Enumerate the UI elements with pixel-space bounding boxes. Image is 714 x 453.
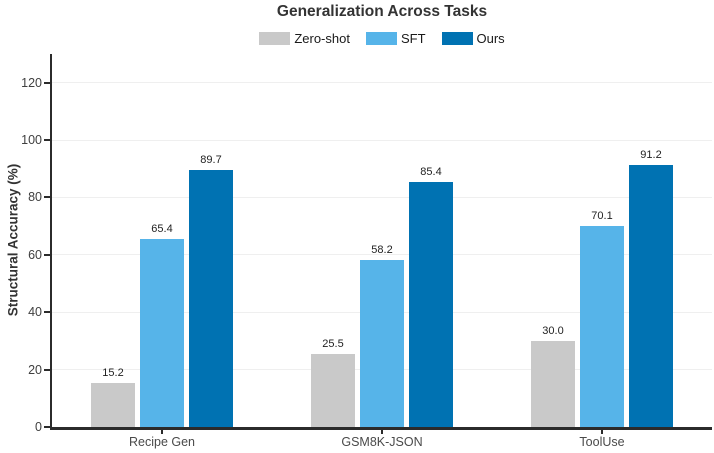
legend-item-ours: Ours — [441, 31, 505, 46]
x-tick-mark-2 — [601, 429, 603, 434]
x-tick-label-0: Recipe Gen — [128, 435, 196, 449]
bar-value-label: 15.2 — [102, 367, 124, 380]
legend-swatch-sft — [365, 32, 397, 45]
chart-title: Generalization Across Tasks — [276, 3, 488, 20]
y-tick-label-120: 120 — [21, 75, 42, 90]
bar-sft-0 — [140, 239, 184, 427]
legend-label-sft: SFT — [400, 31, 426, 46]
bar-value-label: 65.4 — [151, 223, 173, 236]
bar-ours-1 — [409, 181, 453, 427]
plot-area: 15.2 65.4 89.7 25.5 58.2 85.4 30.0 70.1 91.2 0 20… — [21, 54, 712, 449]
legend-label-ours: Ours — [476, 31, 505, 46]
x-tick-mark-1 — [381, 429, 383, 434]
y-axis-title: Structural Accuracy (%) — [5, 163, 21, 317]
y-tick-label-80: 80 — [28, 190, 42, 205]
bar-value-label: 91.2 — [640, 149, 662, 162]
y-tick-label-100: 100 — [21, 133, 42, 148]
bar-ours-2 — [629, 165, 673, 427]
chart-legend: Zero-shot SFT Ours — [52, 31, 712, 46]
bar-value-label: 70.1 — [591, 209, 613, 222]
y-tick-mark-60 — [44, 253, 50, 256]
y-tick-mark-120 — [44, 81, 50, 84]
x-tick-mark-0 — [161, 429, 163, 434]
y-tick-mark-100 — [44, 139, 50, 142]
x-tick-label-2: ToolUse — [579, 435, 625, 449]
y-tick-mark-80 — [44, 196, 50, 199]
y-tick-mark-20 — [44, 368, 50, 371]
y-tick-mark-0 — [44, 426, 50, 428]
y-tick-label-40: 40 — [28, 305, 42, 320]
y-tick-label-60: 60 — [28, 247, 42, 262]
gridline-y-60 — [52, 254, 712, 256]
bar-sft-1 — [360, 260, 404, 427]
gridline-y-100 — [52, 139, 712, 141]
legend-swatch-ours — [441, 32, 473, 45]
y-axis-spine — [50, 54, 52, 427]
gridline-y-80 — [52, 196, 712, 198]
bar-zero-shot-1 — [311, 353, 355, 427]
gridline-y-120 — [52, 82, 712, 84]
bar-ours-0 — [189, 169, 233, 427]
y-tick-label-0: 0 — [35, 420, 42, 434]
bar-value-label: 30.0 — [542, 324, 564, 337]
bar-zero-shot-0 — [91, 383, 135, 427]
bar-value-label: 25.5 — [322, 337, 344, 350]
legend-item-sft: SFT — [365, 31, 426, 46]
bar-value-label: 85.4 — [420, 165, 442, 178]
y-tick-mark-40 — [44, 311, 50, 314]
legend-item-zero-shot: Zero-shot — [259, 31, 350, 46]
bar-value-label: 58.2 — [371, 244, 393, 257]
x-axis-line — [50, 427, 712, 430]
x-tick-label-1: GSM8K-JSON — [341, 435, 423, 449]
bar-zero-shot-2 — [531, 340, 575, 427]
bar-sft-2 — [580, 225, 624, 427]
y-tick-label-20: 20 — [28, 362, 42, 377]
legend-label-zero-shot: Zero-shot — [294, 31, 350, 46]
bar-value-label: 89.7 — [200, 153, 222, 166]
legend-swatch-zero-shot — [259, 32, 291, 45]
